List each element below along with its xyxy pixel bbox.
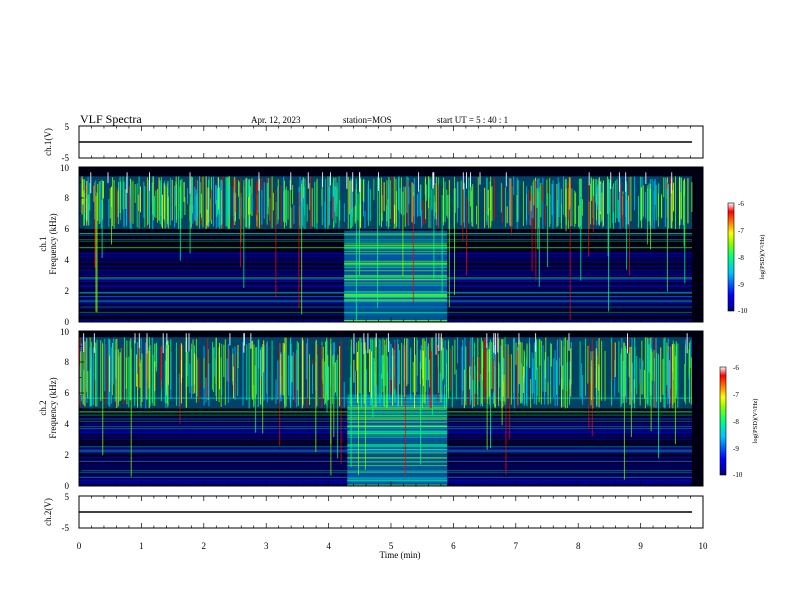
ch2-spectrogram-image (79, 333, 692, 487)
ch1-waveform-ytick-bottom: -5 (62, 153, 70, 163)
x-tick-5: 5 (389, 541, 394, 551)
ch1-spectrogram-ticks (78, 166, 704, 323)
ch2-colorbar-tick-neg7: -7 (733, 391, 739, 399)
active-band (79, 176, 692, 229)
x-tick-6: 6 (451, 541, 456, 551)
ch1-colorbar-label: log(PSD)(V²/Hz) (759, 235, 766, 280)
x-tick-4: 4 (326, 541, 331, 551)
ch1-spectrogram-ylabel-channel: ch.1 (38, 236, 48, 251)
ch1-ytick-4: 4 (65, 255, 70, 265)
ch1-waveform-ytick-top: 5 (65, 122, 70, 132)
ch2-ytick-10: 10 (60, 327, 70, 337)
ch2-ytick-8: 8 (65, 357, 70, 367)
ch1-spectrogram-ylabel-freq: Frequency (kHz) (48, 213, 58, 274)
ch2-waveform-ticks (78, 496, 704, 528)
x-tick-2: 2 (202, 541, 207, 551)
ch1-colorbar-tick-neg6: -6 (738, 200, 744, 208)
ch2-colorbar-label: log(PSD)(V²/Hz) (752, 399, 759, 444)
ch2-colorbar-tick-neg9: -9 (733, 445, 739, 453)
ch1-ytick-8: 8 (65, 193, 70, 203)
ch2-waveform-ylabel: ch.2(V) (43, 498, 53, 526)
x-tick-9: 9 (638, 541, 643, 551)
ch2-ytick-2: 2 (65, 450, 70, 460)
ch2-ytick-6: 6 (65, 388, 70, 398)
ch1-colorbar-tick-neg7: -7 (738, 227, 744, 235)
x-tick-0: 0 (77, 541, 82, 551)
ch2-ytick-0: 0 (65, 481, 70, 491)
start-ut-label: start UT = 5 : 40 : 1 (437, 115, 508, 125)
ch2-waveform-panel: 5 -5 ch.2(V) (43, 492, 704, 533)
ch2-waveform-ytick-bottom: -5 (62, 523, 70, 533)
ch2-colorbar-tick-neg8: -8 (733, 418, 739, 426)
date-label: Apr. 12, 2023 (251, 115, 301, 125)
ch1-waveform-panel: 5 -5 ch.1(V) (43, 122, 704, 163)
ch1-spectrogram-yticks: 0 2 4 6 8 10 (60, 163, 70, 327)
x-tick-1: 1 (139, 541, 144, 551)
figure-title: VLF Spectra (80, 112, 142, 126)
ch2-spectrogram-ticks (78, 330, 704, 487)
ch1-spectrogram-panel: 0 2 4 6 8 10 ch.1 Frequency (kHz) -6 -7 … (38, 163, 766, 327)
ch2-colorbar-tick-neg6: -6 (733, 364, 739, 372)
ch1-ytick-10: 10 (60, 163, 70, 173)
x-axis-label: Time (min) (380, 550, 421, 560)
time-axis-tick-labels: 0 1 2 3 4 5 6 7 8 9 10 (77, 541, 708, 551)
x-tick-3: 3 (264, 541, 269, 551)
ch1-ytick-2: 2 (65, 286, 70, 296)
ch1-colorbar-tick-neg9: -9 (738, 281, 744, 289)
ch1-waveform-ylabel: ch.1(V) (43, 128, 53, 156)
x-tick-7: 7 (514, 541, 519, 551)
ch1-colorbar-tick-neg8: -8 (738, 254, 744, 262)
ch1-colorbar (727, 202, 735, 312)
ch2-colorbar-tick-neg10: -10 (733, 471, 743, 479)
ch1-colorbar-tick-neg10: -10 (738, 307, 748, 315)
ch1-spectrogram-image (79, 172, 693, 323)
ch1-ytick-0: 0 (65, 317, 70, 327)
ch2-ytick-4: 4 (65, 419, 70, 429)
x-tick-10: 10 (699, 541, 709, 551)
ch2-waveform-ytick-top: 5 (65, 492, 70, 502)
ch1-ytick-6: 6 (65, 224, 70, 234)
x-tick-8: 8 (576, 541, 581, 551)
ch2-spectrogram-ylabel-channel: ch.2 (38, 400, 48, 415)
ch2-colorbar (719, 366, 727, 476)
ch2-spectrogram-panel: 0 2 4 6 8 10 ch.2 Frequency (kHz) -6 -7 … (38, 327, 759, 491)
ch2-spectrogram-yticks: 0 2 4 6 8 10 (60, 327, 70, 491)
ch2-spectrogram-ylabel-freq: Frequency (kHz) (48, 377, 58, 438)
station-label: station=MOS (343, 115, 392, 125)
ch1-waveform-ticks (78, 126, 704, 158)
